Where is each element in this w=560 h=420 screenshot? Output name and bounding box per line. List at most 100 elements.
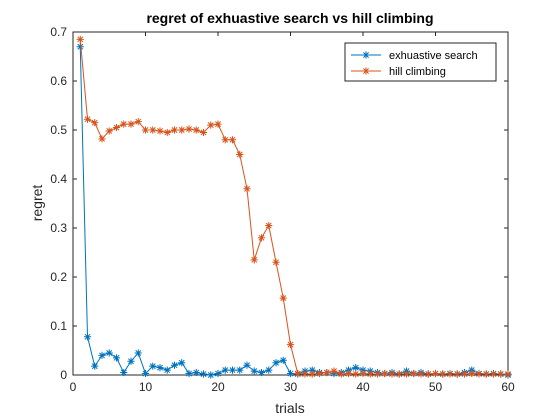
y-tick-label: 0.2 [50, 270, 67, 284]
hill-climbing-point [410, 369, 418, 378]
x-tick-label: 30 [284, 380, 298, 394]
exhuastive-search-point [286, 369, 295, 378]
legend-box [344, 42, 497, 82]
x-tick-label: 60 [501, 380, 515, 394]
y-tick-label: 0.4 [50, 172, 67, 186]
hill-climbing-point [127, 120, 135, 128]
x-tick-label: 50 [429, 380, 443, 394]
exhuastive-search-point [207, 371, 215, 379]
exhuastive-search-point [250, 367, 258, 375]
y-tick-label: 0.3 [50, 221, 67, 235]
y-tick-label: 0 [60, 368, 67, 382]
hill-climbing-point [192, 126, 200, 134]
exhuastive-search-point [214, 369, 222, 378]
exhuastive-search-point [272, 359, 280, 367]
exhuastive-search-point [178, 359, 186, 367]
exhuastive-search-point [352, 364, 360, 372]
hill-climbing-point [366, 370, 374, 378]
exhuastive-search-point [83, 333, 92, 341]
axes-box [72, 31, 509, 376]
hill-climbing-point [207, 121, 215, 129]
hill-climbing-point [468, 369, 476, 378]
exhuastive-search-point [120, 368, 128, 377]
x-tick-label: 10 [139, 380, 153, 394]
exhuastive-search-point [156, 364, 164, 372]
exhuastive-search-point [149, 362, 157, 370]
exhuastive-search-point [192, 368, 200, 377]
exhuastive-search-point [308, 366, 316, 374]
legend: exhuastive search hill climbing [344, 42, 497, 82]
exhuastive-search-point [112, 354, 121, 362]
hill-climbing-point [504, 370, 512, 378]
legend-label-exhuastive-search: exhuastive search [389, 50, 478, 62]
hill-climbing-point [337, 370, 345, 378]
hill-climbing-point [163, 128, 171, 137]
hill-climbing-point [83, 115, 92, 123]
x-tick-label: 0 [70, 380, 77, 394]
hill-climbing-point [402, 370, 411, 378]
hill-climbing-point [489, 370, 498, 378]
hill-climbing-point [98, 135, 106, 143]
hill-climbing-point [279, 294, 287, 302]
exhuastive-search-point [228, 366, 237, 374]
x-tick-label: 20 [211, 380, 225, 394]
series-hill-climbing [76, 35, 512, 378]
exhuastive-search-point [279, 356, 287, 364]
hill-climbing-point [352, 370, 360, 378]
hill-climbing-point [228, 136, 237, 144]
hill-climbing-point [178, 126, 186, 134]
hill-climbing-point [112, 123, 121, 132]
hill-climbing-point [439, 370, 447, 378]
hill-climbing-point [170, 126, 179, 134]
exhuastive-search-point [127, 357, 135, 365]
exhuastive-search-point [265, 366, 273, 374]
exhuastive-search-point [185, 369, 193, 378]
hill-climbing-point [453, 370, 461, 378]
hill-climbing-point [199, 128, 208, 137]
y-tick-label: 0.6 [50, 74, 67, 88]
exhuastive-search-point [221, 366, 229, 374]
hill-climbing-point [185, 125, 193, 133]
hill-climbing-point [76, 35, 84, 43]
exhuastive-search-point [105, 349, 113, 357]
exhuastive-search-point [141, 369, 150, 378]
hill-climbing-point [272, 258, 280, 266]
hill-climbing-point [315, 369, 324, 378]
hill-climbing-point [250, 256, 258, 264]
series-lines [76, 35, 512, 379]
exhuastive-search-point [170, 361, 179, 369]
hill-climbing-point [141, 126, 150, 134]
exhuastive-search-point [76, 43, 84, 51]
hill-climbing-point [417, 370, 425, 378]
exhuastive-search-point [163, 366, 171, 374]
legend-marker-hill-climbing [362, 67, 370, 75]
hill-climbing-point [221, 136, 229, 144]
legend-label-hill-climbing: hill climbing [389, 66, 446, 78]
hill-climbing-point [308, 370, 316, 378]
hill-climbing-point [323, 368, 331, 377]
hill-climbing-point [149, 126, 157, 134]
exhuastive-search-point [243, 361, 251, 369]
exhuastive-search-point [98, 351, 106, 359]
hill-climbing-point [120, 120, 128, 128]
hill-climbing-point [265, 221, 273, 230]
exhuastive-search-point [134, 349, 142, 357]
hill-climbing-point [381, 369, 389, 378]
hill-climbing-point [236, 150, 244, 159]
hill-climbing-point [91, 119, 99, 127]
exhuastive-search-point [257, 368, 266, 377]
hill-climbing-point [373, 370, 382, 378]
hill-climbing-point [294, 369, 302, 378]
chart-title: regret of exhuastive search vs hill clim… [146, 10, 433, 26]
hill-climbing-point [497, 370, 505, 378]
hill-climbing-point [395, 370, 403, 378]
x-tick-label: 40 [356, 380, 370, 394]
hill-climbing-point [359, 369, 367, 378]
hill-climbing-point [446, 370, 454, 378]
hill-climbing-point [134, 118, 142, 126]
hill-climbing-point [105, 127, 113, 135]
hill-climbing-point [156, 127, 164, 135]
plot-area [72, 31, 509, 376]
y-tick-label: 0.7 [50, 25, 67, 39]
